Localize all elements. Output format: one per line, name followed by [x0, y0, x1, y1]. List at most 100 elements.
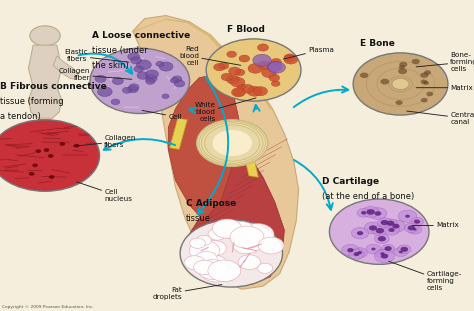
Circle shape — [374, 211, 382, 216]
Circle shape — [394, 248, 408, 257]
Circle shape — [369, 208, 387, 219]
Text: (at the end of a bone): (at the end of a bone) — [322, 192, 415, 201]
Circle shape — [231, 88, 246, 97]
Text: D Cartilage: D Cartilage — [322, 177, 380, 186]
Circle shape — [207, 256, 224, 267]
Circle shape — [376, 228, 384, 234]
Circle shape — [230, 77, 245, 87]
Polygon shape — [180, 146, 284, 285]
Circle shape — [238, 255, 260, 269]
Circle shape — [214, 63, 225, 71]
Text: Matrix: Matrix — [416, 85, 473, 91]
Text: the skin): the skin) — [92, 61, 129, 70]
Circle shape — [227, 51, 237, 58]
Circle shape — [353, 53, 448, 115]
Circle shape — [130, 57, 141, 64]
Polygon shape — [168, 75, 239, 221]
Circle shape — [237, 84, 246, 90]
Text: Bone-
forming
cells: Bone- forming cells — [416, 52, 474, 72]
Circle shape — [156, 61, 164, 67]
Circle shape — [405, 215, 410, 218]
Circle shape — [398, 245, 411, 254]
Circle shape — [212, 130, 252, 156]
Circle shape — [44, 148, 49, 152]
Circle shape — [357, 251, 362, 254]
Circle shape — [371, 248, 375, 250]
Text: Fat
droplets: Fat droplets — [153, 285, 222, 300]
Circle shape — [395, 100, 403, 105]
Circle shape — [420, 80, 428, 84]
Polygon shape — [28, 45, 62, 118]
Circle shape — [380, 79, 389, 85]
Circle shape — [232, 235, 261, 254]
Circle shape — [399, 251, 403, 253]
Circle shape — [180, 220, 283, 287]
Circle shape — [228, 67, 240, 75]
Circle shape — [111, 99, 120, 105]
Text: E Bone: E Bone — [360, 39, 395, 48]
Circle shape — [421, 98, 428, 102]
Circle shape — [200, 255, 228, 273]
Circle shape — [197, 120, 268, 166]
Circle shape — [352, 248, 367, 258]
Circle shape — [384, 225, 400, 235]
Circle shape — [194, 260, 216, 275]
Circle shape — [423, 81, 429, 85]
Circle shape — [227, 75, 240, 84]
Circle shape — [269, 74, 280, 81]
Circle shape — [384, 219, 397, 228]
Circle shape — [146, 75, 157, 82]
Circle shape — [122, 87, 132, 93]
Circle shape — [208, 260, 241, 281]
Circle shape — [382, 244, 394, 253]
Text: Collagen
fibers: Collagen fibers — [73, 135, 136, 148]
Text: tissue (under: tissue (under — [92, 46, 148, 55]
Circle shape — [159, 62, 173, 71]
Text: a tendon): a tendon) — [0, 112, 41, 121]
Circle shape — [239, 55, 250, 62]
Polygon shape — [242, 145, 258, 177]
Circle shape — [212, 219, 242, 238]
Circle shape — [374, 234, 389, 244]
Circle shape — [411, 217, 423, 226]
Circle shape — [377, 218, 392, 227]
Circle shape — [362, 207, 379, 217]
Circle shape — [112, 77, 123, 85]
Circle shape — [420, 72, 428, 78]
Circle shape — [349, 249, 365, 259]
Circle shape — [257, 263, 273, 273]
Circle shape — [174, 80, 185, 87]
Text: Cell
nucleus: Cell nucleus — [77, 182, 132, 202]
Text: Elastic
fibers: Elastic fibers — [64, 49, 129, 63]
Circle shape — [172, 76, 182, 82]
Circle shape — [128, 86, 138, 93]
Circle shape — [137, 60, 151, 70]
Circle shape — [262, 68, 276, 78]
Circle shape — [408, 225, 422, 234]
Circle shape — [284, 54, 296, 62]
Text: C Adipose: C Adipose — [186, 199, 237, 208]
Circle shape — [357, 209, 370, 217]
Circle shape — [241, 84, 254, 93]
Circle shape — [190, 238, 205, 248]
Circle shape — [413, 228, 417, 231]
Circle shape — [366, 209, 375, 215]
Circle shape — [98, 87, 112, 96]
Circle shape — [399, 62, 407, 67]
Polygon shape — [133, 19, 273, 109]
Circle shape — [257, 44, 268, 51]
Circle shape — [374, 249, 394, 263]
Circle shape — [49, 175, 55, 179]
Circle shape — [162, 94, 169, 99]
Text: Cell: Cell — [142, 110, 182, 120]
Circle shape — [240, 224, 274, 245]
Circle shape — [90, 48, 190, 114]
Circle shape — [389, 228, 395, 232]
Circle shape — [247, 86, 262, 96]
Text: B Fibrous connective: B Fibrous connective — [0, 82, 107, 91]
Circle shape — [272, 81, 280, 86]
Circle shape — [384, 246, 392, 251]
Circle shape — [146, 78, 155, 84]
Circle shape — [426, 92, 433, 96]
Circle shape — [129, 84, 139, 91]
